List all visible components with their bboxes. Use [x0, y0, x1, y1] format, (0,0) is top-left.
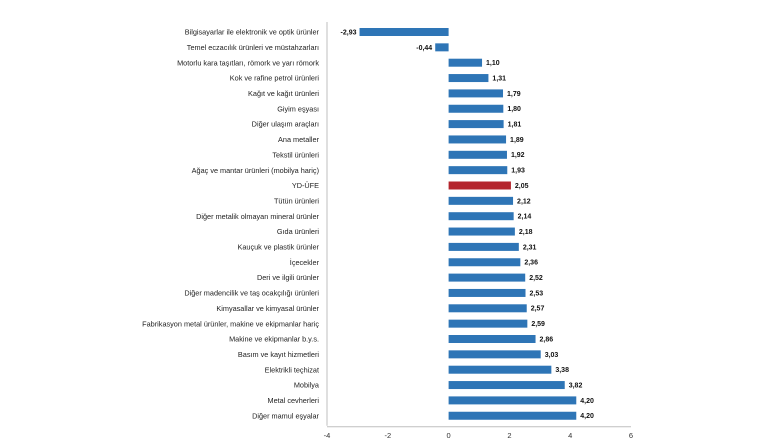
bar [448, 166, 508, 175]
bar [448, 288, 526, 297]
data-label: 3,38 [555, 367, 569, 374]
bar [448, 258, 521, 267]
bar [448, 411, 577, 420]
category-label: Diğer metalik olmayan mineral ürünler [196, 212, 319, 221]
bar [448, 319, 528, 328]
data-label: 4,20 [580, 398, 594, 405]
bar [448, 381, 565, 390]
data-label: -0,44 [416, 45, 432, 52]
bar [448, 104, 504, 113]
data-label: 1,80 [507, 106, 521, 113]
data-label: 2,52 [529, 275, 543, 282]
category-label: Kimyasallar ve kimyasal ürünler [216, 304, 319, 313]
highlight-bar [448, 181, 511, 190]
bar [448, 58, 483, 67]
category-label: Mobilya [294, 381, 320, 390]
data-label: 4,20 [580, 413, 594, 420]
category-label: Diğer ulaşım araçları [252, 120, 319, 129]
data-label: 1,81 [508, 122, 522, 129]
x-tick-label: 6 [629, 431, 633, 440]
category-label: Kok ve rafine petrol ürünleri [230, 74, 320, 83]
data-label: 1,92 [511, 152, 525, 159]
data-label: 2,12 [517, 198, 531, 205]
category-label: Kağıt ve kağıt ürünleri [248, 89, 319, 98]
data-label: 1,93 [511, 168, 525, 175]
bar [448, 273, 526, 282]
x-tick-label: -2 [384, 431, 391, 440]
category-label: Deri ve ilgili ürünler [257, 273, 320, 282]
data-label: 1,10 [486, 60, 500, 67]
category-label: İçecekler [290, 258, 320, 267]
data-label: 2,14 [518, 214, 532, 221]
x-tick-label: -4 [324, 431, 331, 440]
bar [448, 120, 504, 129]
data-label: 1,79 [507, 91, 521, 98]
category-label: Tekstil ürünleri [272, 150, 319, 159]
data-label: 2,53 [530, 290, 544, 297]
bar [448, 150, 507, 159]
bar [448, 304, 527, 313]
bar [448, 365, 552, 374]
category-label: Diğer madencilik ve taş ocakçılığı ürünl… [184, 289, 319, 298]
data-label: 2,57 [531, 306, 545, 313]
bar [448, 89, 504, 98]
category-label: Makine ve ekipmanlar b.y.s. [229, 335, 319, 344]
data-label: 3,82 [569, 382, 583, 389]
category-label: Tütün ürünleri [274, 196, 319, 205]
bar [448, 212, 514, 221]
data-label: 2,31 [523, 244, 537, 251]
bar [448, 74, 489, 83]
category-label: Giyim eşyası [277, 104, 319, 113]
bar [448, 196, 514, 205]
data-label: 1,89 [510, 137, 524, 144]
category-label: Temel eczacılık ürünleri ve müstahzarlar… [187, 43, 319, 52]
data-label: 2,36 [524, 260, 538, 267]
bar [448, 227, 515, 236]
data-label: 2,05 [515, 183, 529, 190]
data-label: 2,59 [531, 321, 545, 328]
bar [448, 242, 519, 251]
category-label: Gıda ürünleri [277, 227, 320, 236]
category-label: Kauçuk ve plastik ürünler [237, 243, 319, 252]
bar [448, 335, 536, 343]
category-label: Elektrikli teçhizat [265, 365, 319, 374]
data-label: 2,18 [519, 229, 533, 236]
category-label: YD-ÜFE [292, 181, 319, 190]
x-tick-label: 4 [568, 431, 572, 440]
bar [448, 350, 541, 359]
data-label: 2,86 [540, 336, 554, 343]
category-label: Fabrikasyon metal ürünler, makine ve eki… [142, 319, 319, 328]
x-tick-label: 2 [507, 431, 511, 440]
bar [448, 396, 577, 405]
category-label: Metal cevherleri [267, 396, 319, 405]
data-label: 1,31 [492, 75, 506, 82]
x-tick-label: 0 [447, 431, 451, 440]
category-label: Ağaç ve mantar ürünleri (mobilya hariç) [192, 166, 319, 175]
bar [448, 135, 507, 144]
category-label: Motorlu kara taşıtları, römork ve yarı r… [177, 58, 319, 67]
category-label: Ana metaller [278, 135, 320, 144]
bar [359, 28, 449, 36]
bar [435, 43, 449, 52]
category-label: Diğer mamul eşyalar [252, 411, 319, 420]
data-label: 3,03 [545, 352, 559, 359]
category-label: Basım ve kayıt hizmetleri [238, 350, 319, 359]
category-label: Bilgisayarlar ile elektronik ve optik ür… [185, 28, 320, 37]
data-label: -2,93 [341, 29, 357, 36]
